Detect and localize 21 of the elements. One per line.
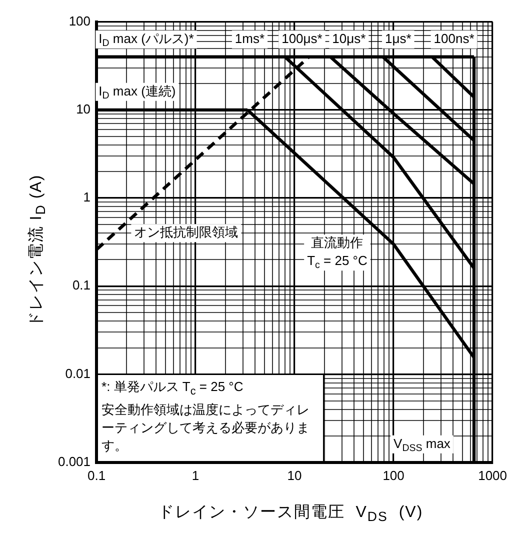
y-tick-label: 0.001 (58, 454, 91, 469)
x-tick-label: 1000 (478, 468, 507, 483)
x-tick-label: 10 (287, 468, 302, 483)
annotation: 10μs* (332, 31, 366, 46)
annotation: 100μs* (282, 31, 322, 46)
y-tick-label: 0.01 (65, 366, 91, 381)
x-tick-label: 0.1 (87, 468, 106, 483)
annotation: 1μs* (385, 31, 412, 46)
x-axis-title: ドレイン・ソース間電圧 V$_{DS}$ (V) (156, 503, 424, 524)
y-tick-label: 1 (83, 190, 91, 205)
y-tick-label: 100 (68, 13, 91, 28)
annotation: 安全動作領域は温度によってディレーティングして考える必要があります。 (102, 400, 311, 455)
y-tick-label: 0.1 (72, 278, 91, 293)
annotation: *: 単発パルス T$_{c}$ = 25 °C (102, 378, 244, 400)
annotation: オン抵抗制限領域 (134, 224, 238, 240)
x-tick-label: 1 (192, 468, 200, 483)
annotation: 100ns* (434, 31, 474, 46)
note-box: *: 単発パルス T$_{c}$ = 25 °C 安全動作領域は温度によってディレーティングして考える必要があります。 (96, 374, 324, 462)
y-tick-label: 10 (76, 102, 91, 116)
annotation: 1ms* (234, 31, 265, 46)
x-tick-label: 100 (382, 468, 404, 483)
